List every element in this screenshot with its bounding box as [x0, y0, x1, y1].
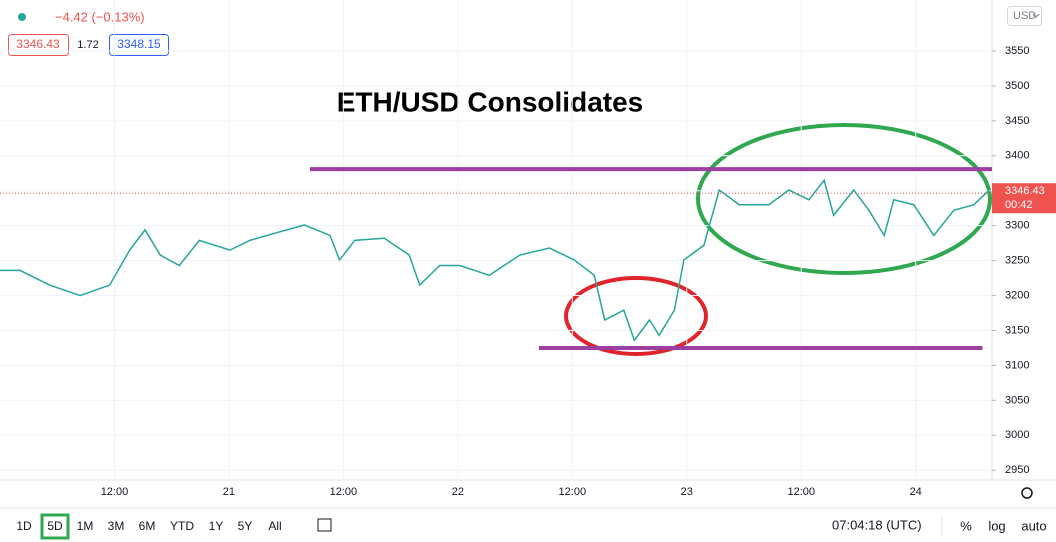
- highlight-ellipse: [564, 276, 708, 356]
- dropdown-arrow: [1032, 13, 1040, 18]
- scale-option[interactable]: log: [988, 518, 1005, 533]
- y-tick-label: 3300: [1005, 220, 1029, 232]
- date-range-icon[interactable]: [317, 518, 332, 532]
- highlight-ellipse: [696, 123, 992, 275]
- x-tick-label: 22: [452, 486, 464, 498]
- last-price-box: [992, 183, 1056, 214]
- scale-option[interactable]: auto: [1021, 518, 1046, 533]
- timeframe-button[interactable]: 1D: [16, 519, 32, 533]
- bid: 3346.43: [16, 37, 60, 51]
- timeframe-button[interactable]: 1M: [77, 519, 94, 533]
- clock: 07:04:18 (UTC): [832, 517, 922, 532]
- x-tick-label: 12:00: [559, 486, 587, 498]
- y-tick-label: 3050: [1005, 394, 1029, 406]
- ask-box[interactable]: [109, 34, 169, 56]
- selected-timeframe: [40, 513, 70, 540]
- countdown: 00:42: [1005, 199, 1033, 211]
- bid-box[interactable]: [8, 34, 69, 56]
- timeframe-button[interactable]: All: [268, 519, 281, 533]
- last-price-label: 3346.43: [1005, 185, 1045, 197]
- x-tick-label: 12:00: [330, 486, 358, 498]
- y-tick-label: 2950: [1005, 464, 1029, 476]
- x-tick-label: 12:00: [101, 486, 129, 498]
- timeframe-button[interactable]: 5D: [47, 519, 63, 533]
- scale-option[interactable]: %: [960, 518, 972, 533]
- chart-title: ETH/USD Consolidates: [337, 86, 643, 117]
- price-line: [0, 178, 990, 342]
- currency-dropdown[interactable]: [1007, 6, 1042, 26]
- y-tick-label: 3150: [1005, 324, 1029, 336]
- spread: 1.72: [77, 39, 98, 51]
- y-tick-label: 3200: [1005, 289, 1029, 301]
- status-dot: [18, 13, 26, 21]
- timeframe-button[interactable]: 6M: [139, 519, 156, 533]
- settings-icon[interactable]: [1021, 487, 1033, 499]
- y-tick-label: 3550: [1005, 45, 1029, 57]
- timeframe-button[interactable]: 3M: [108, 519, 125, 533]
- ask: 3348.15: [117, 37, 161, 51]
- currency: USD: [1013, 10, 1036, 22]
- y-tick-label: 3000: [1005, 429, 1029, 441]
- y-tick-label: 3400: [1005, 150, 1029, 162]
- timeframe-button[interactable]: 1Y: [209, 519, 224, 533]
- timeframe-button[interactable]: 5Y: [238, 519, 253, 533]
- x-tick-label: 24: [910, 486, 922, 498]
- x-tick-label: 21: [223, 486, 235, 498]
- y-tick-label: 3450: [1005, 115, 1029, 127]
- y-tick-label: 3500: [1005, 80, 1029, 92]
- y-tick-label: 3100: [1005, 359, 1029, 371]
- change: −4.42 (−0.13%): [55, 9, 145, 24]
- y-tick-label: 3250: [1005, 255, 1029, 267]
- timeframe-button[interactable]: YTD: [170, 519, 194, 533]
- x-tick-label: 23: [681, 486, 693, 498]
- x-tick-label: 12:00: [787, 486, 815, 498]
